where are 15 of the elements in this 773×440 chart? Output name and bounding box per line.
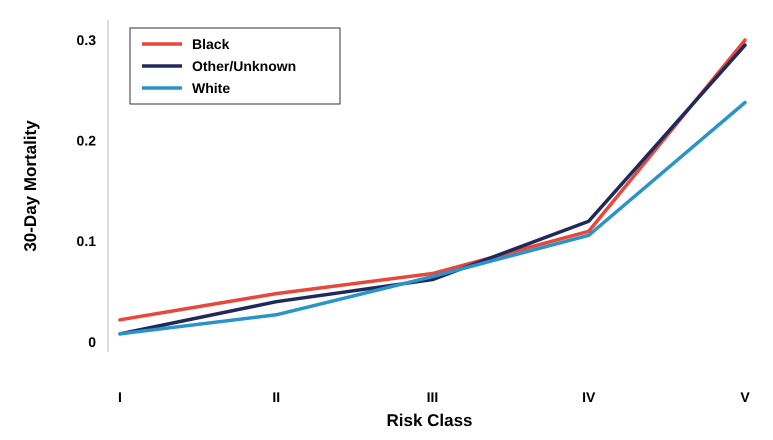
line-series — [118, 100, 747, 336]
y-tick-label: 0.1 — [76, 233, 96, 250]
legend-label: White — [192, 80, 230, 96]
x-tick-label: IV — [582, 389, 596, 405]
legend-label: Black — [192, 36, 230, 52]
y-tick-label: 0.2 — [76, 132, 96, 149]
x-axis-title: Risk Class — [386, 411, 472, 430]
x-tick-label: V — [740, 389, 750, 405]
y-tick-label: 0.3 — [76, 32, 96, 48]
x-tick-label: III — [426, 389, 438, 405]
legend-label: Other/Unknown — [192, 58, 296, 74]
x-tick-label: I — [118, 389, 122, 405]
y-axis-title: 30-Day Mortality — [21, 120, 40, 252]
y-tick-label: 0 — [88, 334, 96, 350]
x-tick-label: II — [272, 389, 280, 405]
